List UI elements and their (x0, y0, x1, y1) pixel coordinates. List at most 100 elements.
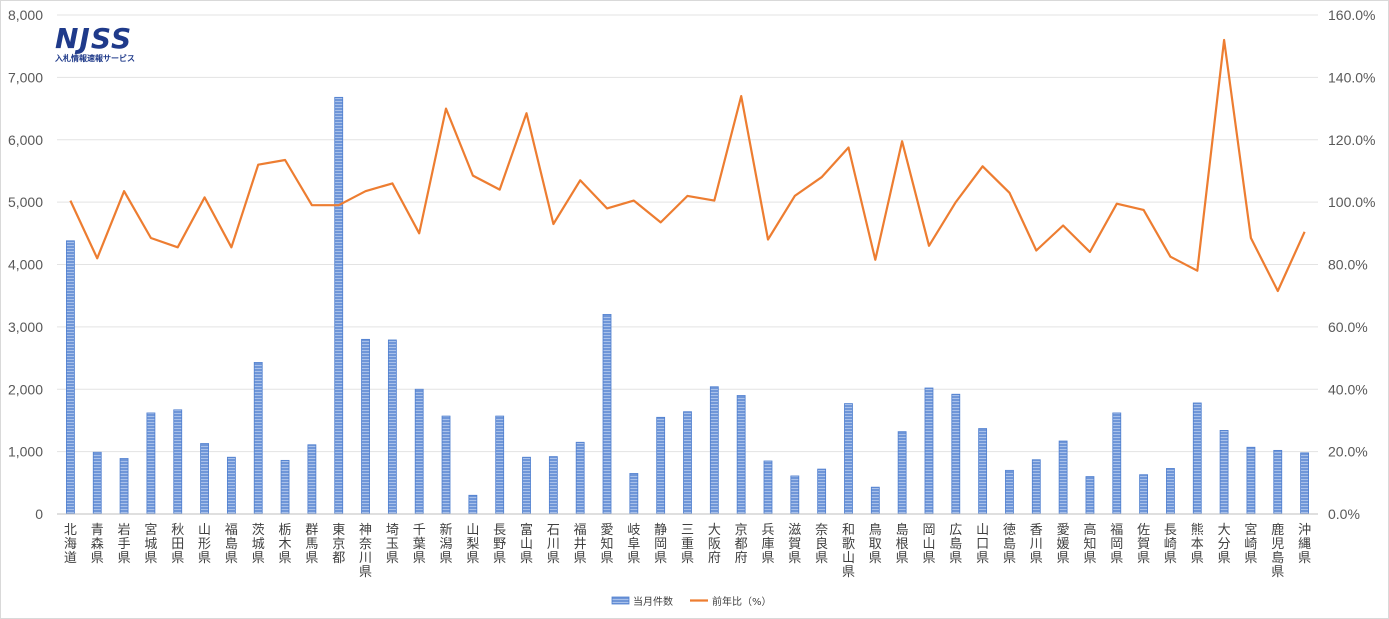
x-tick-label: 福岡県 (1110, 523, 1123, 566)
bar (1246, 446, 1256, 515)
x-tick-label: 大阪府 (708, 523, 721, 566)
x-tick-label: 広島県 (949, 523, 962, 566)
bar (1005, 469, 1014, 515)
bar (1300, 452, 1309, 515)
bar (1058, 440, 1068, 515)
bar (334, 96, 344, 515)
bar (1219, 430, 1229, 515)
x-tick-label: 宮崎県 (1244, 522, 1257, 566)
x-tick-label: 福井県 (574, 523, 587, 566)
bar (924, 387, 934, 515)
x-tick-label: 青森県 (91, 523, 104, 566)
x-tick-label: 佐賀県 (1137, 523, 1150, 566)
y-left-tick-label: 7,000 (8, 69, 43, 85)
x-tick-label: 和歌山県 (842, 523, 855, 580)
logo-sub-text: 入札情報速報サービス (55, 54, 135, 63)
x-tick-label: 滋賀県 (788, 523, 801, 566)
bar (119, 458, 129, 515)
x-tick-label: 静岡県 (654, 523, 667, 566)
bar (92, 451, 102, 515)
x-tick-label: 北海道 (64, 523, 77, 566)
y-left-tick-label: 1,000 (8, 444, 43, 460)
y-left-tick-label: 5,000 (8, 194, 43, 210)
bar (468, 494, 478, 515)
y-left-tick-label: 3,000 (8, 319, 43, 335)
bar (844, 403, 853, 515)
x-tick-label: 鳥取県 (869, 523, 882, 566)
bar (870, 486, 880, 515)
bar (897, 431, 907, 515)
bar (66, 240, 75, 515)
x-tick-label: 兵庫県 (761, 523, 774, 566)
bar (387, 339, 397, 515)
x-tick-label: 埼玉県 (386, 523, 399, 566)
bar (1085, 476, 1095, 515)
y-right-tick-label: 120.0% (1328, 132, 1375, 148)
bar (1112, 412, 1122, 515)
bar (736, 395, 746, 515)
y-right-tick-label: 160.0% (1328, 7, 1375, 23)
x-tick-label: 大分県 (1218, 523, 1231, 566)
x-tick-label: 沖縄県 (1298, 523, 1311, 566)
x-tick-label: 長崎県 (1164, 523, 1177, 566)
y-right-tick-label: 80.0% (1328, 257, 1368, 273)
axes: 0 0.0% 1,000 20.0% 2,000 40.0% 3,000 60.0% 4,000… (8, 7, 1376, 580)
x-tick-label: 鹿児島県 (1271, 522, 1284, 580)
x-tick-label: 宮城県 (144, 522, 157, 566)
x-tick-label: 愛媛県 (1057, 523, 1070, 566)
legend-line-label: 前年比（%） (712, 595, 772, 608)
bar (817, 468, 827, 515)
y-left-tick-label: 2,000 (8, 381, 43, 397)
x-tick-label: 岩手県 (118, 523, 131, 566)
x-tick-label: 香川県 (1030, 523, 1043, 566)
bar (280, 459, 290, 515)
bar (763, 460, 773, 515)
y-right-tick-label: 0.0% (1328, 506, 1360, 522)
x-tick-label: 山梨県 (466, 523, 479, 566)
x-tick-label: 茨城県 (252, 523, 265, 566)
gridlines (57, 14, 1318, 453)
x-tick-label: 山形県 (198, 523, 211, 566)
x-tick-label: 奈良県 (815, 523, 828, 566)
bar (200, 443, 209, 515)
legend-bar-swatch (611, 596, 630, 605)
bar (414, 388, 424, 515)
x-tick-label: 三重県 (681, 523, 694, 566)
x-tick-label: 長野県 (493, 523, 506, 566)
bar (1273, 449, 1283, 515)
bar (709, 386, 719, 515)
x-tick-label: 岡山県 (922, 523, 935, 566)
x-tick-label: 富山県 (520, 522, 533, 566)
x-tick-label: 石川県 (547, 523, 560, 566)
legend-bar-label: 当月件数 (633, 595, 673, 608)
y-right-tick-label: 60.0% (1328, 319, 1368, 335)
y-left-tick-label: 4,000 (8, 257, 43, 273)
bar (495, 415, 505, 515)
bar (1166, 468, 1175, 515)
bar (790, 475, 800, 515)
y-right-tick-label: 20.0% (1328, 444, 1368, 460)
x-tick-label: 高知県 (1083, 522, 1096, 566)
bar (629, 473, 639, 515)
y-left-tick-label: 6,000 (8, 132, 43, 148)
bar (575, 441, 585, 515)
y-right-tick-label: 100.0% (1328, 194, 1375, 210)
x-tick-label: 新潟県 (440, 522, 453, 566)
x-tick-label: 徳島県 (1003, 523, 1016, 566)
bar (226, 456, 236, 515)
x-tick-label: 神奈川県 (359, 523, 372, 580)
x-tick-label: 栃木県 (279, 523, 292, 566)
y-right-tick-label: 40.0% (1328, 381, 1368, 397)
x-tick-label: 岐阜県 (627, 523, 640, 566)
x-tick-label: 群馬県 (305, 523, 318, 566)
bar (1139, 474, 1149, 515)
bar (441, 415, 451, 515)
logo-main-text: NJSS (55, 22, 133, 55)
bar (253, 362, 263, 515)
x-tick-label: 島根県 (896, 523, 909, 566)
bar (951, 393, 961, 515)
x-tick-label: 秋田県 (171, 523, 184, 566)
bar (978, 428, 988, 515)
